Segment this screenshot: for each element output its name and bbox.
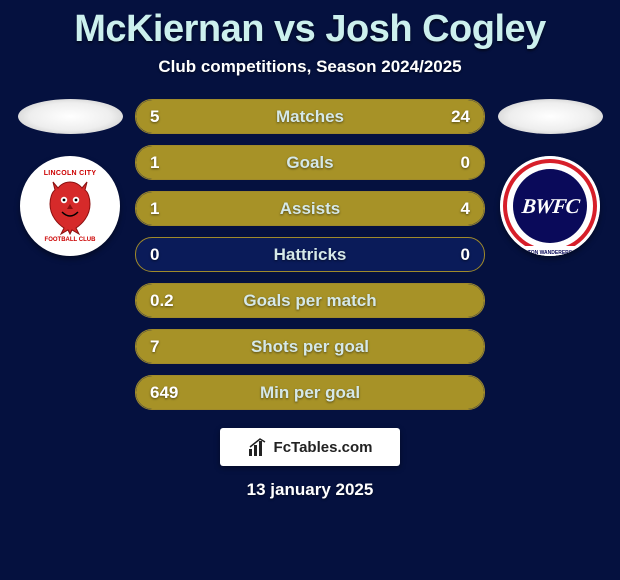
right-shadow-ellipse [498, 99, 603, 134]
bolton-initials: BWFC [520, 194, 579, 219]
stat-row: 1Goals0 [135, 145, 485, 180]
stat-label: Assists [206, 199, 414, 219]
bolton-crest: BWFC BOLTON WANDERERS F.C. [500, 156, 600, 256]
footer-date: 13 january 2025 [0, 480, 620, 500]
right-team-badge: BWFC BOLTON WANDERERS F.C. [500, 156, 600, 256]
stat-value-right: 24 [414, 107, 484, 127]
imp-icon [40, 178, 100, 236]
main-compare-row: LINCOLN CITY FOOTBALL CLUB 5Match [0, 99, 620, 410]
page-title: McKiernan vs Josh Cogley [0, 8, 620, 51]
stat-label: Goals per match [206, 291, 414, 311]
stat-value-right: 0 [414, 153, 484, 173]
chart-icon [248, 437, 268, 457]
crest-bottom-text: FOOTBALL CLUB [45, 237, 96, 243]
stat-value-left: 7 [136, 337, 206, 357]
brand-footer-badge[interactable]: FcTables.com [220, 428, 400, 466]
stat-value-left: 0 [136, 245, 206, 265]
left-team-badge: LINCOLN CITY FOOTBALL CLUB [20, 156, 120, 256]
stats-column: 5Matches241Goals01Assists40Hattricks00.2… [135, 99, 485, 410]
stat-value-right: 0 [414, 245, 484, 265]
stat-row: 5Matches24 [135, 99, 485, 134]
stat-value-left: 1 [136, 199, 206, 219]
stat-label: Matches [206, 107, 414, 127]
stat-row: 649Min per goal [135, 375, 485, 410]
stat-row: 0Hattricks0 [135, 237, 485, 272]
stat-row: 7Shots per goal [135, 329, 485, 364]
bolton-navy-disc: BWFC [513, 169, 587, 243]
bolton-ribbon: BOLTON WANDERERS F.C. [514, 246, 586, 256]
crest-top-text: LINCOLN CITY [44, 170, 97, 177]
stat-label: Goals [206, 153, 414, 173]
left-team-column: LINCOLN CITY FOOTBALL CLUB [10, 99, 130, 256]
stat-value-left: 649 [136, 383, 206, 403]
stat-label: Hattricks [206, 245, 414, 265]
stat-value-left: 5 [136, 107, 206, 127]
card-root: McKiernan vs Josh Cogley Club competitio… [0, 0, 620, 580]
stat-label: Min per goal [206, 383, 414, 403]
stat-value-left: 1 [136, 153, 206, 173]
brand-text: FcTables.com [274, 439, 373, 456]
stat-row: 1Assists4 [135, 191, 485, 226]
page-subtitle: Club competitions, Season 2024/2025 [0, 57, 620, 77]
stat-label: Shots per goal [206, 337, 414, 357]
right-team-column: BWFC BOLTON WANDERERS F.C. [490, 99, 610, 256]
lincoln-city-crest: LINCOLN CITY FOOTBALL CLUB [40, 170, 100, 243]
left-shadow-ellipse [18, 99, 123, 134]
stat-row: 0.2Goals per match [135, 283, 485, 318]
stat-value-right: 4 [414, 199, 484, 219]
stat-value-left: 0.2 [136, 291, 206, 311]
